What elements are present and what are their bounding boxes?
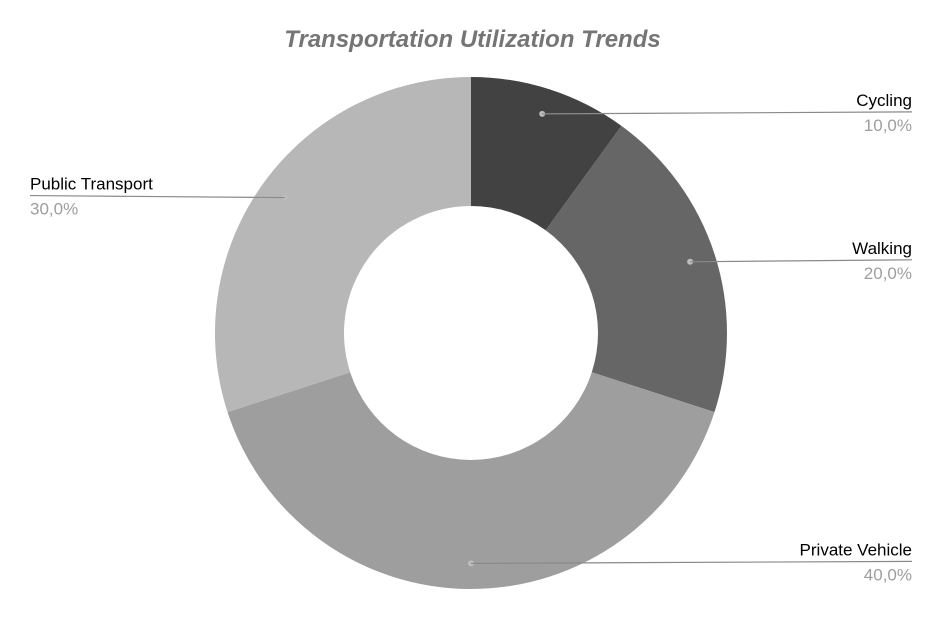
slice-value-private-vehicle: 40,0%: [864, 565, 912, 584]
leader-line-private-vehicle: [470, 560, 913, 565]
slice-value-cycling: 10,0%: [864, 116, 912, 135]
slice-label-public-transport: Public Transport: [30, 175, 153, 194]
slice-label-cycling: Cycling: [856, 91, 912, 110]
slice-private-vehicle: [227, 372, 715, 589]
slice-label-walking: Walking: [852, 239, 912, 258]
leader-line-walking: [690, 259, 913, 263]
chart-title: Transportation Utilization Trends: [284, 26, 661, 53]
slice-label-private-vehicle: Private Vehicle: [800, 540, 912, 559]
slice-public-transport: [214, 77, 471, 413]
slice-walking: [545, 125, 727, 413]
slice-value-public-transport: 30,0%: [30, 200, 78, 219]
leader-line-public-transport: [29, 194, 285, 199]
slice-cycling: [471, 77, 622, 231]
leader-line-cycling: [542, 111, 913, 115]
slice-value-walking: 20,0%: [864, 264, 912, 283]
